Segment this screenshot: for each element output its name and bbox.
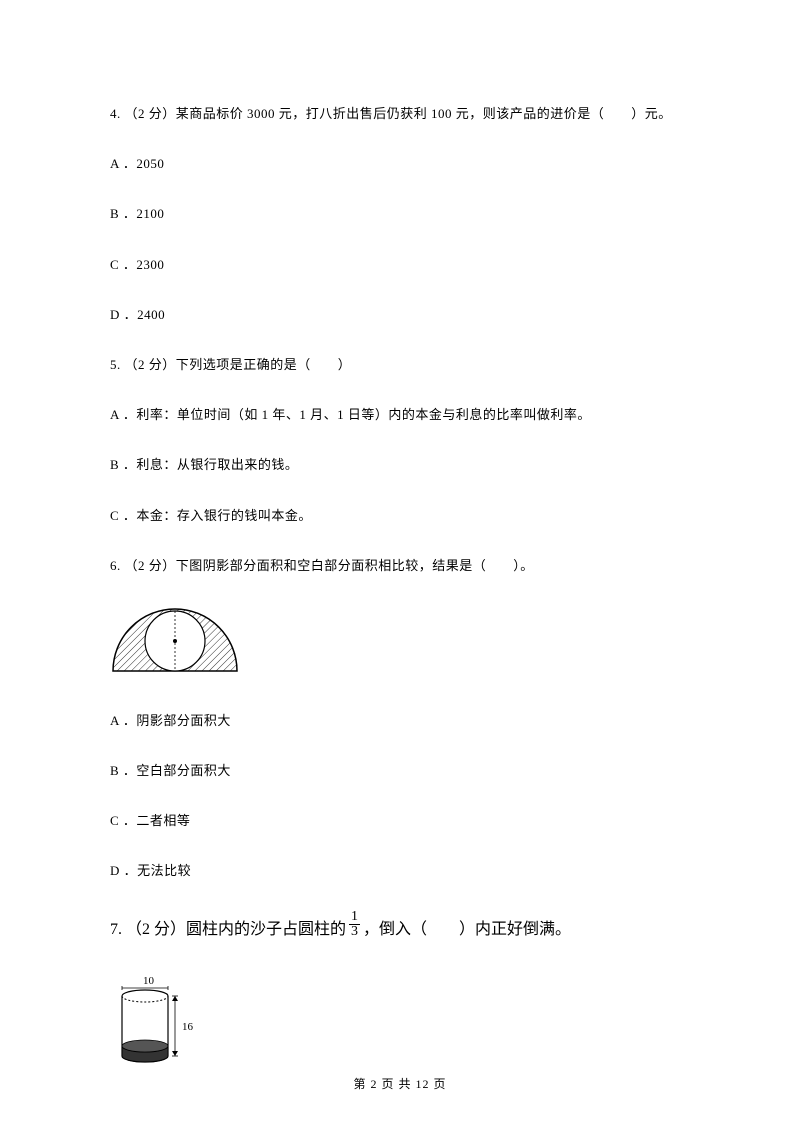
q6-option-a: A ．阴影部分面积大 — [110, 712, 690, 730]
q6-option-d: D ．无法比较 — [110, 862, 690, 880]
q4-option-a: A ．2050 — [110, 155, 690, 173]
q4-option-b: B ．2100 — [110, 205, 690, 223]
q6-option-b: B ．空白部分面积大 — [110, 762, 690, 780]
page-footer: 第 2 页 共 12 页 — [0, 1075, 800, 1092]
q7-text: 7. （2 分）圆柱内的沙子占圆柱的 1 3 ，倒入（ ）内正好倒满。 — [110, 913, 690, 942]
q7-fraction-den: 3 — [349, 925, 360, 939]
q7-text-after: ，倒入（ ）内正好倒满。 — [363, 915, 571, 939]
q7-fraction: 1 3 — [349, 910, 360, 939]
q7-top-label: 10 — [143, 975, 155, 987]
q6-option-c: C ．二者相等 — [110, 812, 690, 830]
q5-option-a: A ．利率：单位时间（如 1 年、1 月、1 日等）内的本金与利息的比率叫做利率… — [110, 406, 690, 424]
q7-text-before: 7. （2 分）圆柱内的沙子占圆柱的 — [110, 915, 346, 939]
q6-text: 6. （2 分）下图阴影部分面积和空白部分面积相比较，结果是（ ）。 — [110, 557, 690, 575]
q5-text: 5. （2 分）下列选项是正确的是（ ） — [110, 356, 690, 374]
q5-option-b: B ．利息：从银行取出来的钱。 — [110, 456, 690, 474]
q4-option-c: C ．2300 — [110, 256, 690, 274]
page-content: 4. （2 分）某商品标价 3000 元，打八折出售后仍获利 100 元，则该产… — [0, 0, 800, 1074]
q7-diagram: 10 16 — [110, 974, 690, 1074]
q4-text: 4. （2 分）某商品标价 3000 元，打八折出售后仍获利 100 元，则该产… — [110, 105, 690, 123]
q7-side-label: 16 — [182, 1021, 194, 1033]
q5-option-c: C ．本金：存入银行的钱叫本金。 — [110, 507, 690, 525]
q7-fraction-num: 1 — [349, 910, 360, 925]
q6-diagram — [110, 607, 690, 680]
q4-option-d: D ．2400 — [110, 306, 690, 324]
